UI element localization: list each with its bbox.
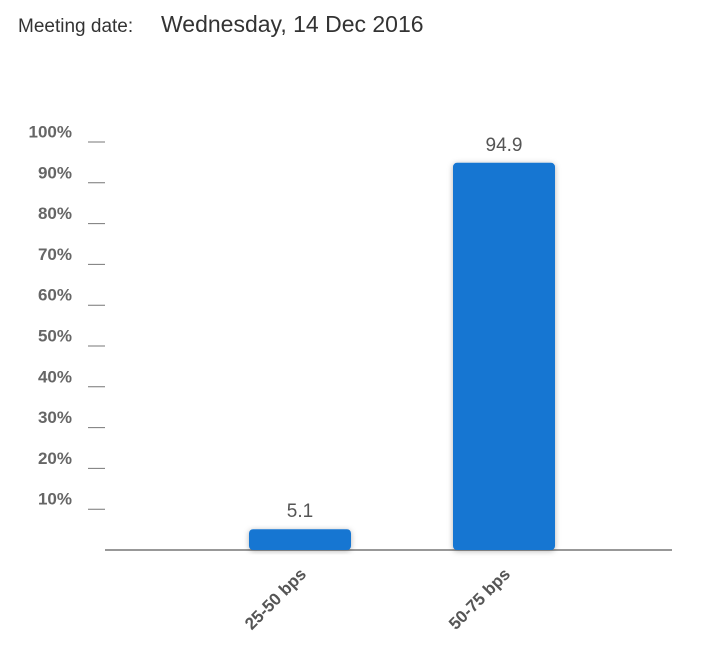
y-tick-label: 60% <box>38 286 72 305</box>
bar <box>249 529 351 550</box>
y-tick-label: 20% <box>38 449 72 468</box>
x-tick-label: 25-50 bps <box>241 565 310 634</box>
y-tick-label: 80% <box>38 204 72 223</box>
y-tick-label: 90% <box>38 163 72 182</box>
y-tick-label: 50% <box>38 326 72 345</box>
value-label: 94.9 <box>486 135 523 156</box>
title-label: Meeting date: <box>18 16 133 37</box>
y-tick-label: 10% <box>38 490 72 509</box>
y-tick-label: 100% <box>29 122 72 141</box>
y-tick-label: 70% <box>38 245 72 264</box>
y-tick-label: 30% <box>38 408 72 427</box>
bar <box>453 162 555 551</box>
x-tick-label: 50-75 bps <box>445 565 514 634</box>
value-label: 5.1 <box>287 501 313 522</box>
y-tick-label: 40% <box>38 367 72 386</box>
chart-title: Wednesday, 14 Dec 2016 <box>161 11 424 37</box>
